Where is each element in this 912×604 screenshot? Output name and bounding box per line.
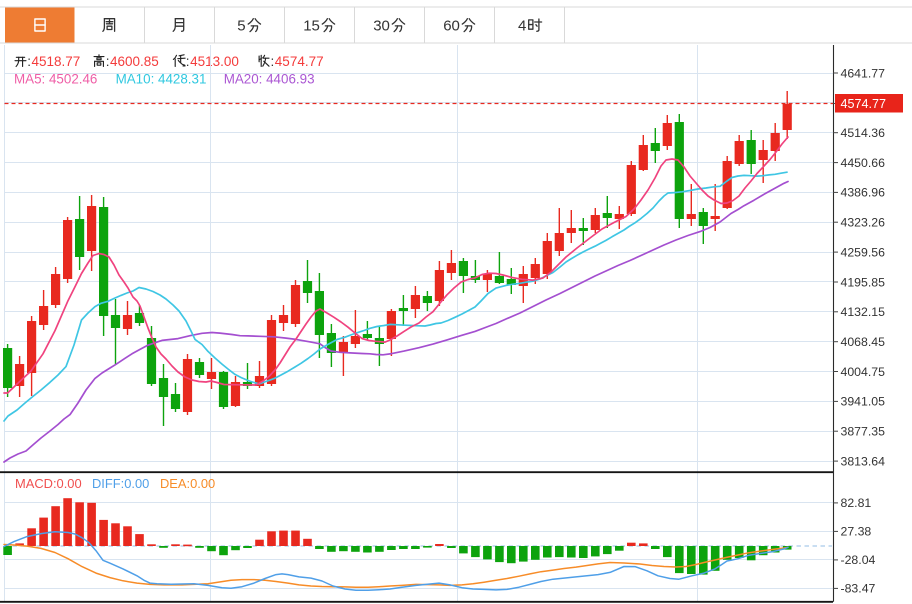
svg-text:4323.26: 4323.26 [841, 216, 886, 230]
svg-text:MA10: 4428.31: MA10: 4428.31 [116, 72, 207, 87]
svg-text::: : [106, 54, 110, 69]
svg-text:4004.75: 4004.75 [841, 365, 886, 379]
svg-text:MACD:0.00: MACD:0.00 [15, 476, 82, 491]
svg-text:4513.00: 4513.00 [190, 54, 239, 69]
svg-text:60: 60 [443, 18, 460, 35]
svg-text:82.81: 82.81 [841, 496, 872, 510]
svg-text:4641.77: 4641.77 [841, 66, 886, 80]
svg-text:3941.05: 3941.05 [841, 395, 886, 409]
svg-text::: : [271, 54, 275, 69]
svg-text:4518.77: 4518.77 [32, 54, 81, 69]
svg-text::: : [27, 54, 31, 69]
svg-text:DEA:0.00: DEA:0.00 [160, 476, 215, 491]
svg-text:MA20: 4406.93: MA20: 4406.93 [224, 72, 315, 87]
svg-text:-83.47: -83.47 [841, 582, 876, 596]
svg-text:4574.77: 4574.77 [275, 54, 324, 69]
svg-text:4574.77: 4574.77 [841, 97, 887, 111]
svg-text:3877.35: 3877.35 [841, 425, 886, 439]
svg-text:4259.56: 4259.56 [841, 245, 886, 259]
svg-text:3813.64: 3813.64 [841, 454, 886, 468]
svg-text::: : [186, 54, 190, 69]
svg-text:4600.85: 4600.85 [110, 54, 159, 69]
svg-text:5: 5 [237, 18, 245, 35]
svg-text:27.38: 27.38 [841, 525, 872, 539]
svg-text:4: 4 [518, 18, 526, 35]
svg-text:4132.15: 4132.15 [841, 305, 886, 319]
svg-text:15: 15 [303, 18, 320, 35]
svg-text:4195.85: 4195.85 [841, 275, 886, 289]
svg-text:4068.45: 4068.45 [841, 335, 886, 349]
svg-text:30: 30 [373, 18, 390, 35]
svg-text:4514.36: 4514.36 [841, 126, 886, 140]
svg-text:DIFF:0.00: DIFF:0.00 [92, 476, 149, 491]
svg-text:4450.66: 4450.66 [841, 156, 886, 170]
svg-text:MA5: 4502.46: MA5: 4502.46 [14, 72, 97, 87]
svg-text:4386.96: 4386.96 [841, 186, 886, 200]
svg-text:-28.04: -28.04 [841, 553, 876, 567]
